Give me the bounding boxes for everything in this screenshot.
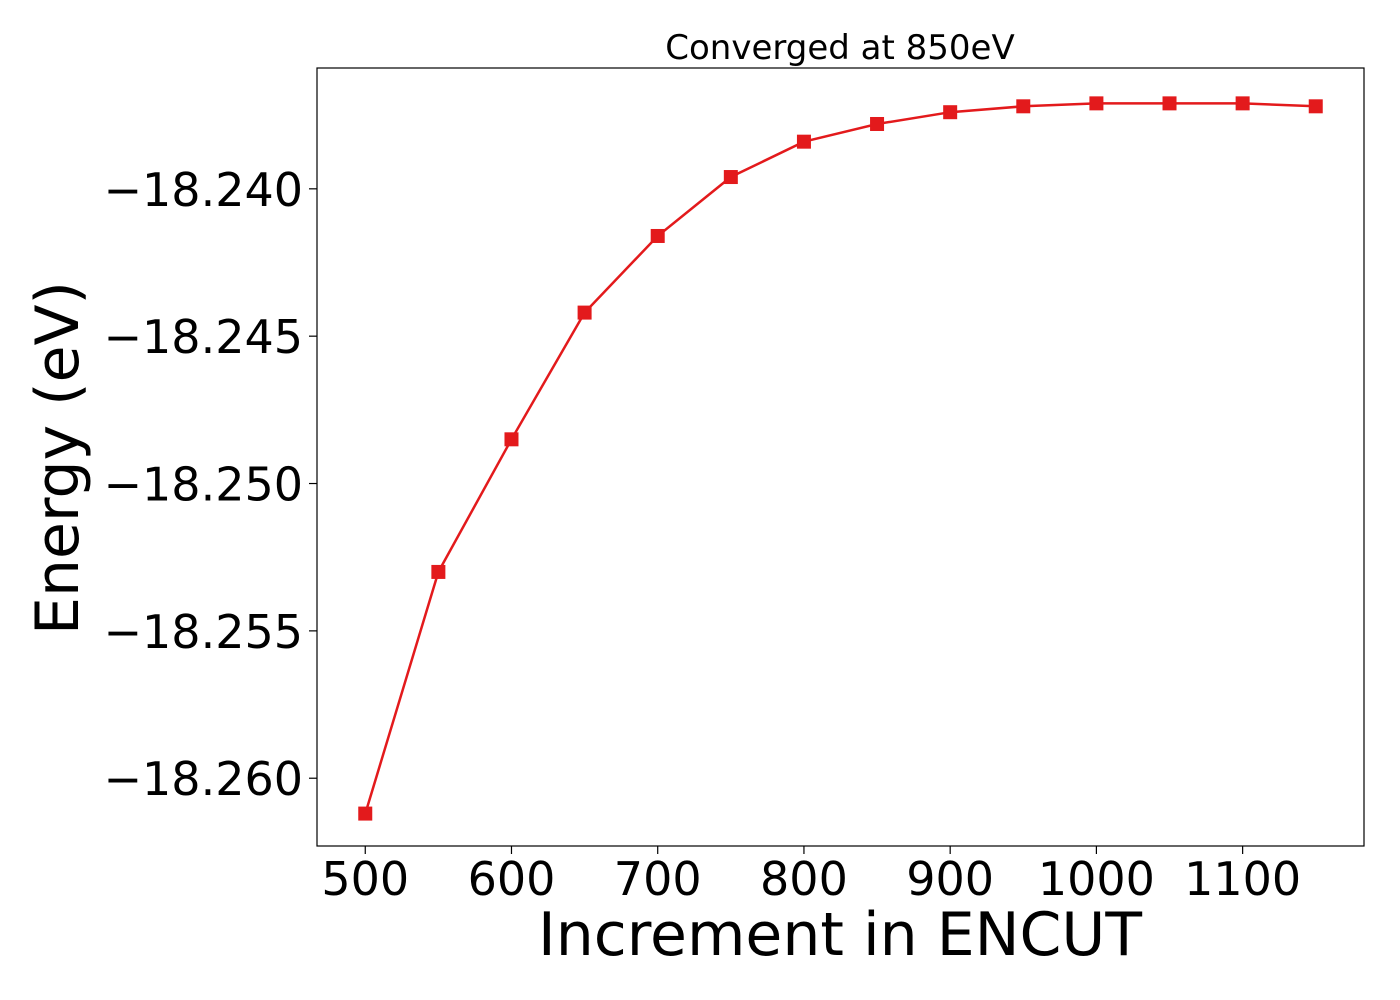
plot-area-frame <box>316 67 1365 847</box>
y-tick-label: −18.250 <box>104 458 304 512</box>
series-line <box>364 102 1316 814</box>
x-tick-label: 600 <box>468 852 556 906</box>
y-tick-label: −18.245 <box>104 310 304 364</box>
data-point-marker <box>1308 99 1323 114</box>
data-point-marker <box>870 116 885 131</box>
x-tick-label: 700 <box>614 852 702 906</box>
data-point-marker <box>431 564 446 579</box>
series-layer <box>358 96 1323 821</box>
data-point-marker <box>504 432 519 447</box>
y-axis-ticks: −18.240 −18.245 −18.250 −18.255 −18.260 <box>104 163 317 806</box>
y-tick-label: −18.255 <box>104 605 304 659</box>
data-point-marker <box>723 170 738 185</box>
x-tick-label: 500 <box>321 852 409 906</box>
y-axis-label: Energy (eV) <box>23 281 93 635</box>
x-axis-ticks: 500 600 700 800 900 1000 1100 <box>321 846 1301 906</box>
y-tick-label: −18.260 <box>104 752 304 806</box>
data-point-marker <box>358 806 373 821</box>
data-point-marker <box>943 105 958 120</box>
x-axis-label: Increment in ENCUT <box>538 900 1142 970</box>
data-point-marker <box>577 305 592 320</box>
x-tick-label: 1100 <box>1184 852 1301 906</box>
data-point-marker <box>1162 96 1177 111</box>
x-tick-label: 900 <box>906 852 994 906</box>
data-point-marker <box>796 134 811 149</box>
data-point-marker <box>1089 96 1104 111</box>
chart-title: Converged at 850eV <box>665 28 1014 68</box>
x-tick-label: 1000 <box>1038 852 1155 906</box>
y-tick-label: −18.240 <box>104 163 304 217</box>
data-point-marker <box>1016 99 1031 114</box>
x-tick-label: 800 <box>760 852 848 906</box>
data-point-marker <box>1235 96 1250 111</box>
data-point-marker <box>650 228 665 243</box>
